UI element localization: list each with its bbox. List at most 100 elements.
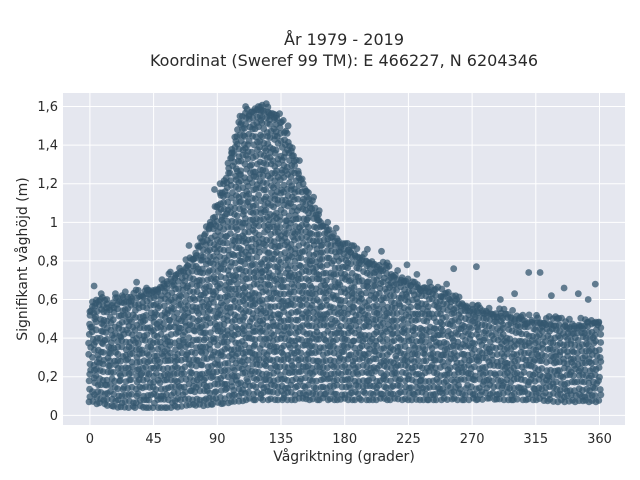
data-point (489, 377, 496, 385)
data-point (89, 388, 96, 396)
data-point (202, 334, 210, 342)
data-point (337, 322, 345, 330)
data-point (592, 358, 599, 366)
data-point (177, 293, 185, 300)
data-point (596, 354, 604, 361)
x-axis-label: Vågriktning (grader) (273, 448, 415, 465)
data-point (432, 325, 440, 333)
data-point (308, 230, 315, 238)
data-point (264, 103, 272, 111)
data-point (524, 395, 532, 403)
data-point (134, 287, 142, 294)
data-point (421, 346, 429, 354)
data-point (277, 259, 285, 266)
data-point (298, 233, 305, 241)
data-point (276, 223, 284, 231)
data-point (273, 167, 280, 175)
data-point (216, 306, 224, 314)
data-point (202, 329, 209, 336)
data-point (269, 157, 277, 165)
data-point (404, 327, 412, 334)
data-point (355, 383, 362, 390)
data-point (364, 245, 371, 253)
data-point (596, 346, 603, 354)
data-point (124, 311, 132, 319)
chart-title: År 1979 - 2019 (284, 30, 404, 49)
data-point (301, 282, 309, 290)
data-point (296, 157, 303, 165)
x-tick-label: 180 (332, 432, 357, 447)
data-point (318, 241, 326, 249)
data-point (432, 364, 439, 372)
data-point (350, 290, 358, 298)
data-point (350, 304, 358, 311)
data-point (547, 321, 555, 329)
data-point (455, 293, 463, 301)
data-point (414, 316, 422, 323)
data-point (85, 339, 92, 347)
data-point (188, 322, 196, 329)
y-tick-label: 0,6 (37, 293, 58, 308)
data-point (252, 261, 259, 268)
data-point (234, 330, 242, 338)
data-point (195, 381, 203, 389)
data-point (173, 309, 181, 317)
data-point (481, 334, 489, 342)
data-point (326, 308, 333, 316)
data-point (597, 330, 605, 338)
data-point (169, 278, 177, 285)
data-point (288, 144, 296, 152)
data-point (456, 385, 464, 393)
data-point (266, 347, 273, 355)
data-point (240, 208, 248, 215)
data-point (185, 356, 193, 363)
data-point (485, 304, 493, 312)
data-point (212, 388, 220, 395)
data-point (252, 383, 260, 391)
data-point (570, 372, 577, 380)
data-point (86, 308, 94, 315)
data-point (315, 207, 323, 215)
data-point (90, 282, 98, 290)
data-point (160, 320, 167, 327)
data-point (205, 315, 213, 322)
data-point (340, 304, 348, 312)
data-point (347, 384, 354, 392)
data-point (153, 352, 161, 360)
data-point (272, 146, 280, 154)
data-point (372, 296, 380, 303)
data-point (293, 382, 301, 390)
data-point (574, 337, 582, 344)
data-point (530, 319, 538, 327)
data-point (245, 190, 253, 198)
data-point (255, 356, 263, 363)
data-point (139, 293, 146, 300)
data-point (199, 253, 207, 260)
data-point (332, 292, 340, 300)
data-point (447, 298, 455, 305)
data-point (280, 276, 287, 284)
data-point (199, 277, 206, 284)
y-tick-label: 1,4 (37, 139, 58, 154)
data-point (234, 350, 242, 357)
data-point (283, 283, 291, 291)
data-point (297, 349, 305, 357)
data-point (488, 324, 496, 332)
data-point (442, 388, 450, 396)
y-tick-label: 1,2 (37, 177, 58, 192)
data-point (511, 318, 518, 325)
data-point (523, 320, 531, 328)
data-point (414, 356, 422, 364)
data-point (391, 304, 399, 312)
data-point (595, 364, 603, 371)
data-point (280, 297, 287, 305)
data-point (283, 130, 291, 137)
data-point (450, 265, 458, 273)
data-point (256, 249, 263, 256)
data-point (265, 249, 273, 257)
data-point (115, 298, 123, 305)
data-point (89, 354, 96, 361)
data-point (414, 350, 421, 358)
data-point (184, 302, 192, 309)
y-tick-label: 1,6 (37, 100, 58, 115)
